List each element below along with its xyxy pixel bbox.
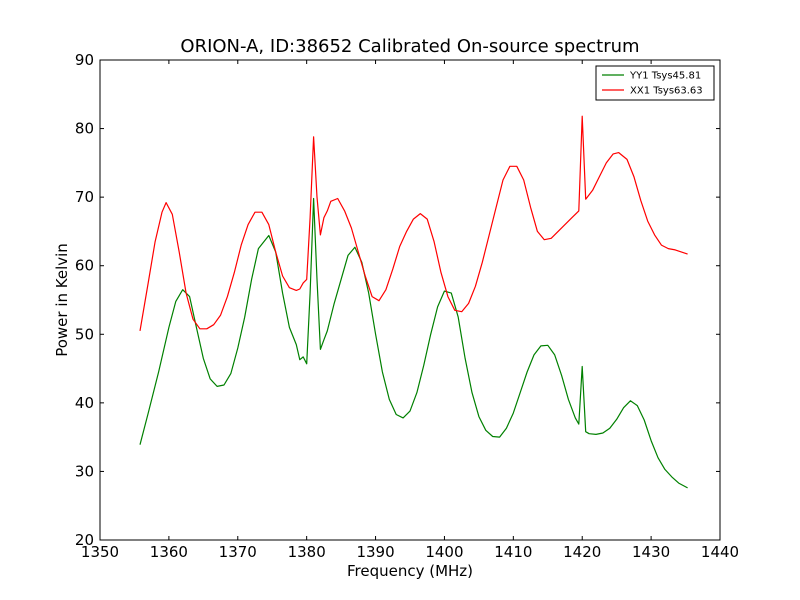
x-tick-label: 1360 (150, 543, 188, 561)
y-tick-label: 50 (75, 325, 94, 343)
plot-frame (99, 59, 721, 541)
chart-title: ORION-A, ID:38652 Calibrated On-source s… (180, 36, 639, 57)
legend-label-1: YY1 Tsys45.81 (629, 71, 701, 82)
legend-label-2: XX1 Tsys63.63 (630, 86, 703, 97)
x-tick-label: 1420 (563, 543, 601, 561)
y-tick-label: 20 (75, 531, 94, 549)
series-line-2 (139, 115, 688, 332)
x-tick-label: 1350 (81, 543, 119, 561)
x-tick-label: 1370 (219, 543, 257, 561)
x-tick-label: 1390 (356, 543, 394, 561)
y-tick-label: 70 (75, 188, 94, 206)
x-tick-label: 1400 (425, 543, 463, 561)
y-tick-label: 60 (75, 257, 94, 275)
y-tick-label: 90 (75, 51, 94, 69)
x-tick-label: 1430 (632, 543, 670, 561)
legend: YY1 Tsys45.81 XX1 Tsys63.63 (595, 65, 715, 101)
x-tick-label: 1410 (494, 543, 532, 561)
y-tick-label: 30 (75, 462, 94, 480)
series-line-1 (139, 197, 688, 489)
x-tick-label: 1440 (701, 543, 739, 561)
x-axis-label: Frequency (MHz) (347, 562, 473, 580)
y-axis-label: Power in Kelvin (53, 243, 71, 357)
legend-box (595, 65, 715, 101)
y-tick-label: 80 (75, 120, 94, 138)
y-tick-label: 40 (75, 394, 94, 412)
ticks-layer: 1350 1360 1370 1380 1390 1400 1410 1420 1430 1440… (75, 51, 739, 561)
x-tick-label: 1380 (288, 543, 326, 561)
series-layer (139, 115, 688, 489)
